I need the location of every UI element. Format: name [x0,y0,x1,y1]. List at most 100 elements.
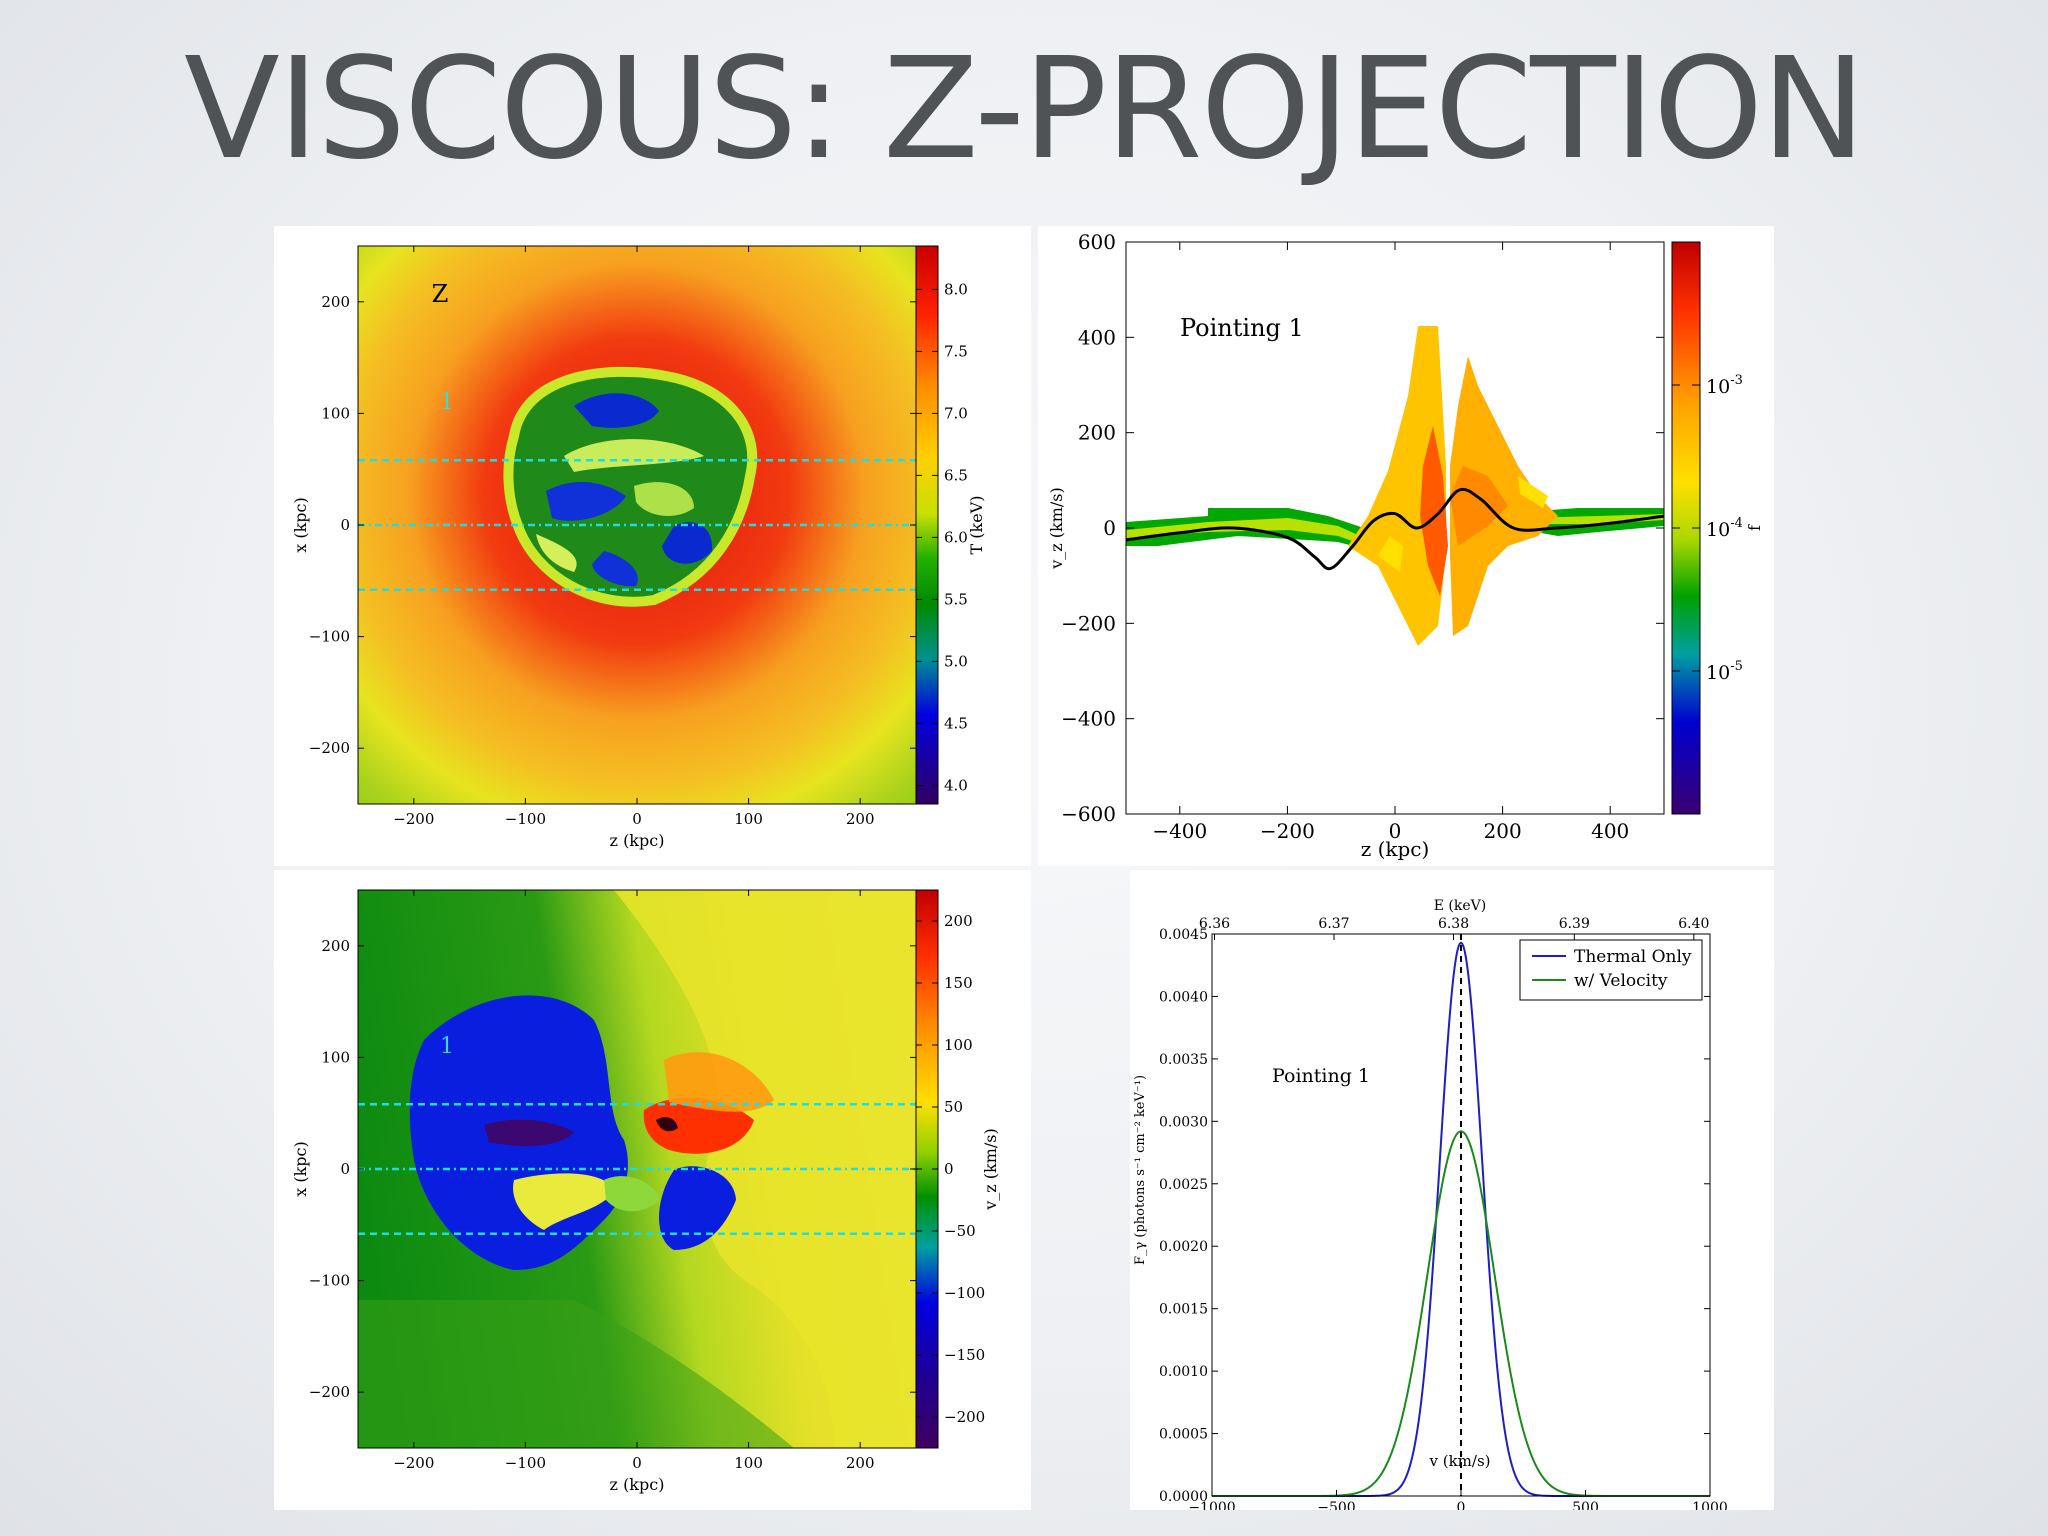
spectrum-ytick-label: 0.0005 [1159,1427,1208,1443]
map-ytick-label: 100 [321,1048,350,1066]
velocity-map-panel: −200 −100 0 100 200 −200 −100 0 100 200 1 200 150 1… [274,870,1031,1510]
colorbar-tick-label: 6.0 [944,528,968,546]
phase-ytick-label: 400 [1078,325,1116,349]
map-xtick-label: 100 [734,1454,763,1472]
colorbar-tick-label: 7.0 [944,404,968,422]
bubble-rim [503,366,758,607]
phase-band-left [1126,508,1403,560]
spectrum-xtick-label: −500 [1317,1500,1355,1510]
velocity-phase-chart: −400 −200 0 200 400 600 400 200 0 −200 −400 −600 Po… [1047,230,1764,861]
velocity-phase-ylabel: v_z (km/s) [1047,487,1066,570]
phase-core-yellow-edge [1378,536,1403,572]
spectrum-top-tick-label: 6.40 [1678,916,1709,932]
velocity-red-region [643,1097,754,1154]
velocity-dark-core [656,1117,678,1132]
spectrum-xtick-label: 0 [1457,1500,1466,1510]
spectrum-ytick-label: 0.0020 [1159,1239,1208,1255]
velocity-phase-panel: −400 −200 0 200 400 600 400 200 0 −200 −400 −600 Po… [1038,226,1774,866]
phase-xtick-label: −200 [1260,819,1315,843]
temperature-map-panel: −200 −100 0 100 200 −200 −100 0 100 200 Z 1 8.0 7.… [274,226,1031,866]
colorbar-tick-label: 50 [944,1098,963,1116]
colorbar-tick-label: −50 [944,1222,976,1240]
temperature-map-chart: −200 −100 0 100 200 −200 −100 0 100 200 Z 1 8.0 7.… [291,245,986,850]
phase-xtick-label: 200 [1484,819,1522,843]
colorbar-tick-label: 150 [944,974,973,992]
bubble-blue-1 [574,393,659,428]
bubble-light-3 [536,534,577,572]
slide-title: VISCOUS: Z-PROJECTION [184,28,1866,191]
line-spectrum-annotation: Pointing 1 [1272,1065,1370,1087]
line-spectrum-top-xlabel: E (keV) [1434,898,1486,914]
velocity-phase-xlabel: z (kpc) [1361,837,1430,861]
bubble-light-2 [634,482,694,516]
spectrum-ytick-label: 0.0025 [1159,1177,1208,1193]
colorbar-tick-label: 6.5 [944,466,968,484]
map-ytick-label: 0 [340,1160,350,1178]
velocity-yellow-wisp [513,1173,614,1230]
bubble-blue-4 [592,551,638,587]
map-xtick-label: 0 [632,810,642,828]
spectrum-ytick-label: 0.0040 [1159,989,1208,1005]
velocity-ylabel: x (kpc) [291,1141,310,1197]
phase-core-yellow-edge-2 [1518,476,1548,508]
line-spectrum-ylabel: F_γ (photons s⁻¹ cm⁻² keV⁻¹) [1133,1075,1148,1265]
velocity-green-wisp [604,1176,660,1212]
colorbar-tick-label: 5.0 [944,652,968,670]
temperature-ylabel: x (kpc) [291,497,310,553]
spectrum-ytick-label: 0.0045 [1159,927,1208,943]
colorbar-tick-label: −100 [944,1284,985,1302]
spectrum-top-tick-label: 6.37 [1318,916,1349,932]
bubble-blue-3 [662,522,713,564]
phase-colorbar-tick-label: 10-5 [1706,659,1743,684]
spectrum-ytick-label: 0.0030 [1159,1114,1208,1130]
map-ytick-label: 100 [321,404,350,422]
colorbar-tick-label: 0 [944,1160,954,1178]
velocity-purple-core [484,1119,574,1147]
phase-xtick-label: 0 [1389,819,1402,843]
spectrum-top-tick-label: 6.38 [1438,916,1469,932]
bubble-blue-2 [546,481,626,521]
phase-core-right [1450,356,1558,636]
mean-velocity-curve [1126,487,1664,571]
temperature-colorbar [915,245,939,805]
map-xtick-label: 200 [846,1454,875,1472]
temperature-colorbar-label: T (keV) [967,496,986,555]
line-spectrum-panel: −1000 −500 0 500 1000 0.0000 0.0005 0.0010 0.001… [1130,870,1774,1510]
bubble-light-1 [564,439,704,472]
phase-core-red [1420,426,1448,596]
map-ytick-label: −200 [309,1383,350,1401]
spectrum-ytick-label: 0.0010 [1159,1364,1208,1380]
phase-ytick-label: −400 [1061,707,1116,731]
legend-label-thermal: Thermal Only [1574,947,1692,967]
spectrum-top-tick-label: 6.36 [1199,916,1230,932]
map-ytick-label: −100 [309,1272,350,1290]
map-ytick-label: 200 [321,937,350,955]
phase-colorbar-tick-label: 10-3 [1706,373,1743,398]
map-ytick-label: −100 [309,628,350,646]
map-xtick-label: 100 [734,810,763,828]
colorbar-tick-label: 4.5 [944,714,968,732]
colorbar-tick-label: 4.0 [944,776,968,794]
velocity-yellow-band [614,890,916,1448]
line-spectrum-legend: Thermal Only w/ Velocity [1519,939,1703,1001]
spectrum-ytick-label: 0.0000 [1159,1489,1208,1505]
map-ytick-label: 200 [321,293,350,311]
line-spectrum-xlabel: v (km/s) [1428,1452,1490,1470]
colorbar-tick-label: 100 [944,1036,973,1054]
phase-band-left-inner [1126,518,1378,550]
velocity-green-lower [358,1300,794,1448]
spectrum-xtick-label: 500 [1572,1500,1599,1510]
phase-colorbar-tick-label: 10-4 [1706,516,1743,541]
velocity-colorbar-label: v_z (km/s) [981,1128,1000,1211]
map-xtick-label: −100 [505,1454,546,1472]
temperature-annotation-z: Z [432,280,449,308]
colorbar-tick-label: 8.0 [944,280,968,298]
phase-core-left [1348,326,1446,646]
phase-xtick-label: 400 [1591,819,1629,843]
colorbar-tick-label: 5.5 [944,590,968,608]
phase-core-orange [1450,466,1508,546]
velocity-xlabel: z (kpc) [610,1475,665,1494]
spectrum-ytick-label: 0.0015 [1159,1302,1208,1318]
velocity-map-chart: −200 −100 0 100 200 −200 −100 0 100 200 1 200 150 1… [291,889,1000,1494]
velocity-annotation-1: 1 [440,1034,454,1059]
